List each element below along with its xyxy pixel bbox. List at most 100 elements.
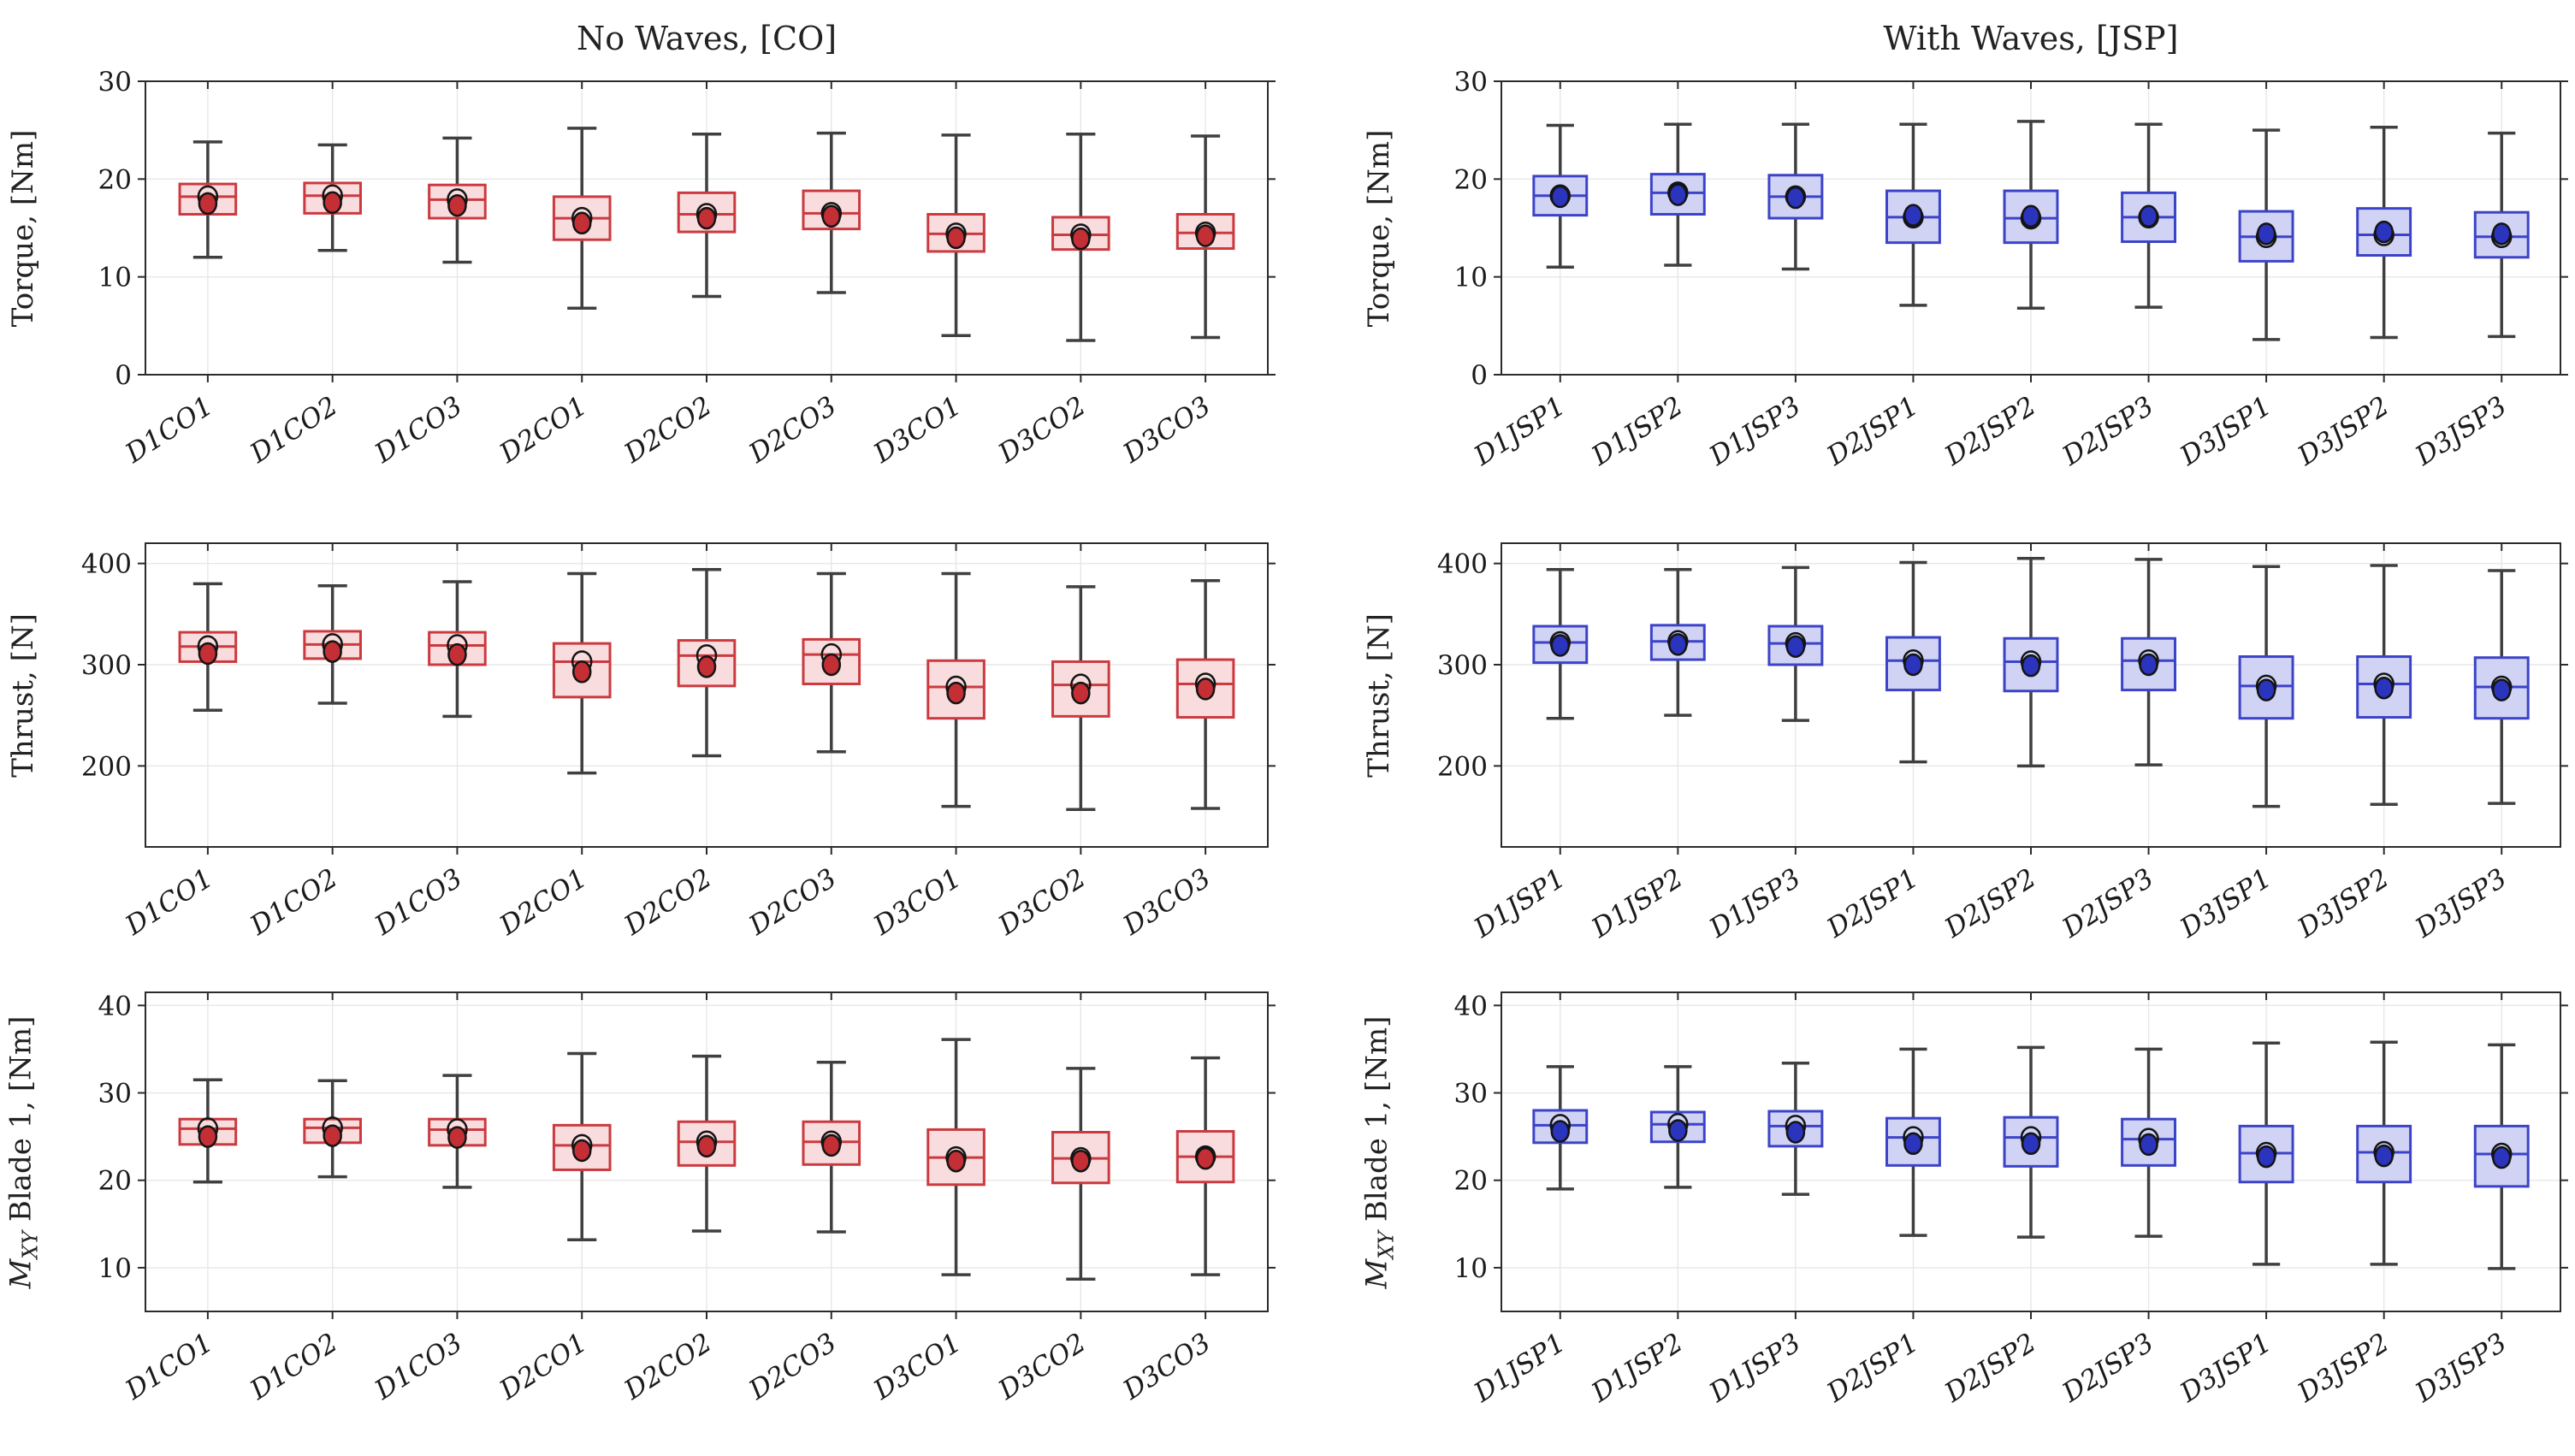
iqr-box: [677, 639, 737, 688]
subplot-thrust-jsp: Thrust, [N] 200 300 400 D1JSP1 D1JSP2 D1JSP3 D…: [1362, 542, 2568, 944]
mean-marker: [821, 1133, 842, 1157]
boxplot-canvas-torque-jsp: 0 10 20 30 D1JSP1 D1JSP2 D1JSP3 D2JSP1 D2JSP2 D2J…: [1454, 67, 2568, 472]
mean-marker: [946, 681, 966, 705]
mean-marker: [1903, 204, 1923, 227]
mean-marker: [2139, 653, 2158, 677]
mean-marker: [2256, 678, 2276, 701]
x-tick-label: D1CO2: [244, 863, 343, 943]
mean-marker: [2256, 1145, 2276, 1169]
x-tick-label: D1CO1: [120, 863, 219, 943]
x-tick-label: D2CO1: [494, 1328, 593, 1407]
mean-marker: [571, 1139, 592, 1163]
iqr-box: [552, 1123, 612, 1171]
x-tick-label: D2JSP3: [2057, 1328, 2159, 1409]
mean-marker: [1550, 1120, 1571, 1143]
mean-marker: [2374, 676, 2394, 700]
x-tick-label: D3CO2: [992, 863, 1092, 943]
x-tick-label: D2JSP1: [1821, 1328, 1924, 1409]
mean-marker: [1195, 678, 1216, 701]
boxplot-canvas-torque-co: 0 10 20 30 D1CO1 D1CO2 D1CO3 D2CO1 D2CO2 D2CO3 D3C…: [98, 67, 1276, 470]
x-tick-label: D1CO3: [369, 863, 468, 943]
y-tick-label: 30: [1454, 67, 1488, 98]
y-tick-label: 0: [1471, 360, 1488, 391]
x-tick-label: D2JSP1: [1821, 863, 1924, 944]
x-tick-label: D1JSP2: [1586, 391, 1689, 472]
y-tick-label: 30: [98, 67, 132, 98]
y-axis-label-torque-co: Torque, [Nm]: [6, 129, 40, 327]
mean-marker: [1195, 1146, 1216, 1170]
y-axis-label-mxy-co: MXY Blade 1, [Nm]: [3, 1015, 43, 1288]
y-tick-label: 20: [1454, 1166, 1488, 1197]
y-tick-label: 40: [1454, 991, 1488, 1021]
x-tick-label: D1JSP1: [1468, 1328, 1571, 1409]
x-tick-label: D2JSP2: [1939, 391, 2041, 472]
mean-marker: [323, 640, 342, 663]
x-tick-label: D3JSP1: [2174, 863, 2276, 944]
x-tick-label: D2CO1: [494, 391, 593, 471]
x-tick-label: D1CO3: [369, 1328, 468, 1407]
x-tick-label: D3JSP1: [2174, 391, 2276, 472]
y-tick-label: 30: [98, 1079, 132, 1110]
x-tick-label: D2JSP1: [1821, 391, 1924, 472]
x-tick-label: D3JSP1: [2174, 1328, 2276, 1409]
y-tick-label: 300: [1437, 650, 1488, 681]
x-tick-label: D1JSP2: [1586, 863, 1689, 944]
mean-marker: [323, 1124, 342, 1147]
x-tick-label: D1CO3: [369, 391, 468, 471]
y-tick-label: 20: [1454, 164, 1488, 195]
mean-marker: [323, 191, 342, 215]
mean-marker: [1668, 183, 1688, 206]
mean-marker: [1550, 185, 1571, 209]
x-tick-label: D3CO1: [867, 863, 967, 943]
mean-marker: [447, 642, 467, 666]
subplot-thrust-co: Thrust, [N] 200 300 400 D1CO1 D1CO2 D1CO3 D2CO…: [6, 542, 1276, 942]
subplot-mxy-co: MXY Blade 1, [Nm] 10 20 30 40 D1CO1 D1CO2 D1CO…: [4, 991, 1276, 1406]
mean-marker: [946, 1149, 966, 1173]
mean-marker: [447, 1126, 467, 1149]
mean-marker: [198, 642, 218, 666]
subplot-mxy-jsp: MXY Blade 1, [Nm] 10 20 30 40 D1JSP1 D1JSP2 D1…: [1360, 991, 2568, 1409]
boxplot-canvas-mxy-co: 10 20 30 40 D1CO1 D1CO2 D1CO3 D2CO1 D2CO2 D2CO3 D3…: [98, 991, 1276, 1406]
x-tick-label: D1CO2: [244, 1328, 343, 1407]
y-tick-label: 0: [115, 360, 132, 391]
x-tick-label: D3JSP3: [2409, 391, 2512, 472]
mean-marker: [2491, 1145, 2512, 1169]
iqr-box: [2003, 636, 2059, 693]
mean-marker: [2139, 1133, 2158, 1157]
y-tick-label: 400: [1437, 549, 1488, 580]
mean-marker: [198, 192, 218, 216]
x-tick-label: D1CO2: [244, 391, 343, 471]
iqr-box: [1051, 660, 1110, 718]
mean-marker: [1668, 1119, 1688, 1142]
mean-marker: [1668, 633, 1688, 656]
x-tick-label: D2CO3: [743, 391, 843, 471]
x-tick-label: D3JSP2: [2292, 1328, 2394, 1409]
x-tick-label: D3CO2: [992, 391, 1092, 471]
mean-marker: [1071, 1149, 1091, 1173]
mean-marker: [821, 653, 842, 677]
x-tick-label: D2CO2: [619, 1328, 718, 1407]
x-tick-label: D2CO1: [494, 863, 593, 943]
mean-marker: [1071, 227, 1091, 251]
x-tick-label: D3CO2: [992, 1328, 1092, 1407]
x-tick-label: D3CO3: [1117, 391, 1216, 471]
y-axis-label-thrust-co: Thrust, [N]: [6, 613, 40, 778]
mean-marker: [2021, 1132, 2041, 1156]
mean-marker: [696, 655, 717, 678]
y-tick-label: 30: [1454, 1079, 1488, 1110]
plot-title-left: No Waves, [CO]: [576, 20, 838, 57]
mean-marker: [1903, 1132, 1923, 1156]
y-axis-label-thrust-jsp: Thrust, [N]: [1362, 613, 1396, 778]
mean-marker: [1785, 1121, 1806, 1144]
y-tick-label: 10: [1454, 263, 1488, 293]
x-tick-label: D1JSP2: [1586, 1328, 1689, 1409]
mean-marker: [447, 193, 467, 217]
mean-marker: [696, 1134, 717, 1158]
y-tick-label: 20: [98, 1166, 132, 1197]
x-tick-label: D3CO1: [867, 1328, 967, 1407]
y-tick-label: 20: [98, 164, 132, 195]
x-tick-label: D2JSP2: [1939, 1328, 2041, 1409]
x-tick-label: D3JSP2: [2292, 391, 2394, 472]
mean-marker: [571, 211, 592, 235]
